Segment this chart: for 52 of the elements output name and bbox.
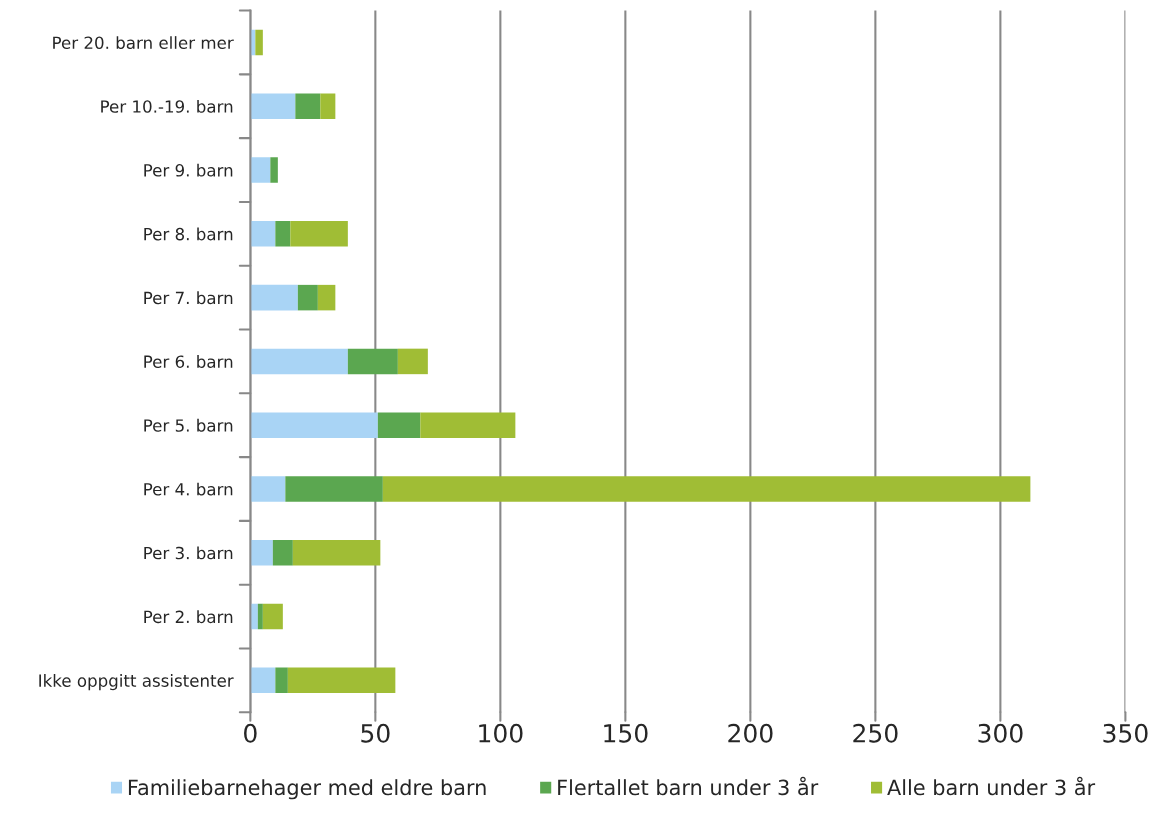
- bar: [250, 412, 378, 438]
- bar: [250, 540, 273, 566]
- y-tick-label: Per 2. barn: [144, 610, 233, 624]
- bar: [287, 667, 396, 694]
- y-tick-label: Per 4. barn: [144, 482, 233, 496]
- bar: [250, 348, 348, 375]
- bar: [382, 476, 1031, 502]
- y-tick-label: Per 8. barn: [144, 227, 233, 241]
- legend-label: Familiebarnehager med eldre barn: [128, 779, 486, 800]
- bar: [397, 348, 428, 375]
- bar: [275, 667, 288, 694]
- y-tick-label: Per 10.-19. barn: [101, 99, 233, 113]
- y-tick-label: Per 6. barn: [144, 355, 233, 368]
- bar: [257, 603, 263, 630]
- bar: [250, 667, 276, 694]
- bar: [250, 93, 296, 120]
- bar: [262, 603, 283, 630]
- x-tick-label: 300: [978, 723, 1023, 743]
- bar: [420, 412, 516, 438]
- bar: [295, 93, 321, 120]
- y-tick-label: Ikke oppgitt assistenter: [39, 674, 234, 691]
- bar: [270, 157, 278, 183]
- bar: [250, 476, 286, 502]
- bar: [320, 93, 336, 120]
- x-tick-label: 200: [728, 723, 773, 743]
- bar: [250, 221, 276, 247]
- x-tick-label: 100: [479, 723, 523, 743]
- y-tick-label: Per 5. barn: [144, 418, 233, 432]
- x-tick-label: 350: [1103, 723, 1148, 743]
- x-tick-label: 0: [244, 723, 257, 743]
- bar: [317, 284, 336, 311]
- y-tick-label: Per 7. barn: [144, 291, 233, 305]
- bar: [290, 221, 348, 247]
- legend-label: Flertallet barn under 3 år: [558, 776, 819, 796]
- bar: [255, 29, 263, 56]
- bar: [272, 540, 293, 566]
- bar: [347, 348, 398, 375]
- y-tick-label: Per 9. barn: [144, 163, 233, 177]
- bar: [250, 603, 258, 630]
- bar: [285, 476, 383, 502]
- bar: [250, 284, 298, 311]
- x-tick-label: 250: [853, 723, 898, 743]
- x-tick-label: 150: [604, 723, 648, 743]
- y-tick-label: Per 20. barn eller mer: [53, 36, 234, 50]
- bar: [250, 157, 271, 183]
- bar: [275, 221, 291, 247]
- legend-label: Alle barn under 3 år: [887, 776, 1096, 796]
- bar: [297, 284, 318, 311]
- bar: [292, 540, 381, 566]
- x-tick-label: 50: [361, 723, 390, 743]
- bar: [377, 412, 421, 438]
- y-tick-label: Per 3. barn: [144, 546, 233, 560]
